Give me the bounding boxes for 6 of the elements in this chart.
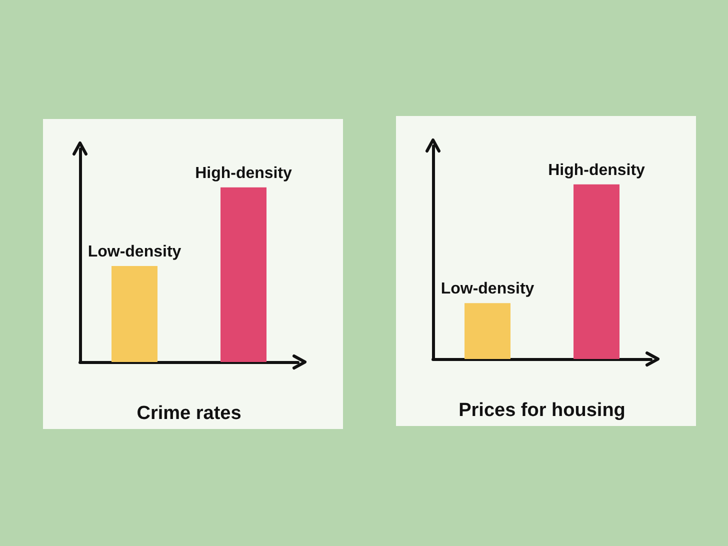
x-axis-title: Prices for housing xyxy=(458,400,626,421)
x-axis-title: Crime rates xyxy=(136,403,242,424)
x-tick-label: High-density xyxy=(548,162,646,179)
x-tick-label: Low-density xyxy=(88,243,182,260)
x-tick-label: High-density xyxy=(195,164,292,182)
x-tick-label: Low-density xyxy=(440,280,534,298)
